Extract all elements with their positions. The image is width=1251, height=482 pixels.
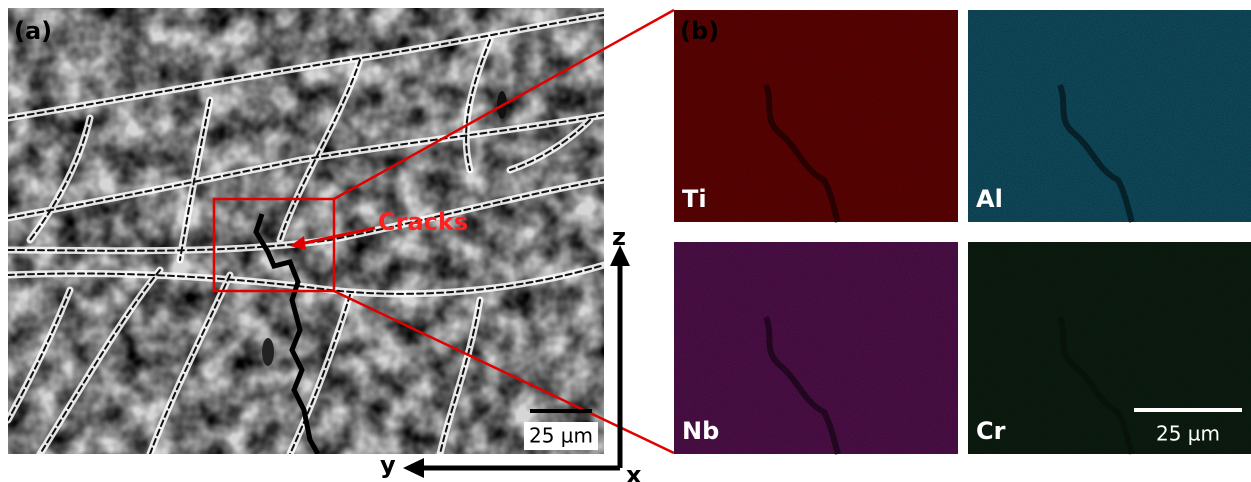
map-label: Nb — [682, 417, 719, 445]
figure: Cracks (a) 25 µm z y x Ti Al Nb Cr (b) 25 µ… — [0, 0, 1251, 482]
map-label: Ti — [682, 185, 707, 213]
map-noise — [968, 10, 1251, 222]
panel-label: (b) — [680, 17, 719, 45]
micrograph — [8, 8, 604, 454]
axis-label: y — [380, 451, 396, 479]
axis-label: x — [626, 461, 642, 482]
scale-bar-label: 25 µm — [1156, 422, 1220, 446]
panel-label: (a) — [14, 17, 52, 45]
scale-bar-label: 25 µm — [529, 424, 593, 448]
axis-label: z — [612, 223, 626, 251]
arrow-head — [403, 458, 424, 478]
map-label: Al — [976, 185, 1003, 213]
map-label: Cr — [976, 417, 1006, 445]
annotation: Cracks — [378, 208, 468, 236]
